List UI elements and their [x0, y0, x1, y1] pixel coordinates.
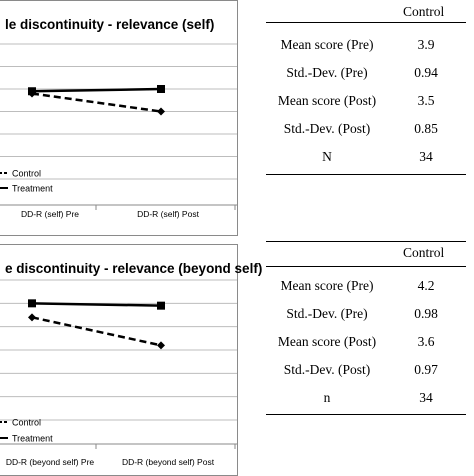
data-point-treatment: [157, 85, 165, 93]
table-row: Std.-Dev. (Post) 0.85: [268, 115, 466, 143]
table-header-rule: [266, 266, 466, 267]
x-tick-label: DD-R (beyond self) Post: [122, 457, 215, 467]
table-row: Mean score (Pre) 4.2: [268, 272, 466, 300]
legend-label: Control: [12, 169, 41, 179]
table-header: Control: [403, 4, 445, 19]
row-label: Mean score (Post): [277, 334, 377, 349]
line-chart-self: DD-R (self) Pre DD-R (self) Post Control Tr…: [0, 43, 237, 219]
series-line-control: [31, 316, 162, 347]
row-value: 3.6: [417, 334, 435, 349]
table-top-rule: [266, 22, 466, 23]
data-point-control: [157, 107, 165, 116]
row-label: Std.-Dev. (Post): [283, 362, 371, 377]
row-value: 3.9: [417, 37, 435, 52]
row-label: Mean score (Pre): [280, 37, 374, 52]
data-point-control: [157, 341, 165, 350]
series-line-control: [31, 92, 162, 113]
table-row: Mean score (Pre) 3.9: [268, 31, 466, 59]
row-value: 0.97: [414, 362, 438, 377]
table-row: Std.-Dev. (Pre) 0.94: [268, 59, 466, 87]
table-bottom-rule: [266, 174, 466, 175]
data-point-treatment: [28, 87, 36, 96]
stats-table-beyond-self: Mean score (Pre) 4.2 Std.-Dev. (Pre) 0.98 …: [268, 272, 466, 412]
row-label: Mean score (Post): [277, 93, 377, 108]
legend-label: Treatment: [12, 434, 53, 444]
chart-panel-self: le discontinuity - relevance (self) DD-R…: [0, 0, 238, 236]
table-row: Mean score (Post) 3.6: [268, 328, 466, 356]
row-label: Std.-Dev. (Pre): [286, 306, 368, 321]
row-value: 34: [419, 149, 433, 164]
row-value: 4.2: [417, 278, 435, 293]
chart-title: e discontinuity - relevance (beyond self…: [5, 261, 263, 276]
legend-label: Treatment: [12, 184, 53, 194]
data-point-treatment: [28, 299, 36, 308]
table-row: Std.-Dev. (Pre) 0.98: [268, 300, 466, 328]
row-label: N: [322, 149, 332, 164]
series-line-treatment: [31, 87, 162, 93]
row-value: 0.98: [414, 306, 438, 321]
chart-title: le discontinuity - relevance (self): [5, 17, 215, 32]
table-bottom-rule: [266, 414, 466, 415]
table-row: Mean score (Post) 3.5: [268, 87, 466, 115]
table-row: Std.-Dev. (Post) 0.97: [268, 356, 466, 384]
row-label: Std.-Dev. (Post): [283, 121, 371, 136]
table-row: N 34: [268, 143, 466, 171]
table-row: n 34: [268, 384, 466, 412]
row-label: n: [323, 390, 331, 405]
table-top-rule: [266, 241, 466, 242]
row-value: 3.5: [417, 93, 435, 108]
row-value: 0.85: [414, 121, 438, 136]
table-header: Control: [403, 245, 445, 260]
row-value: 34: [419, 390, 433, 405]
data-point-control: [28, 313, 36, 322]
row-label: Mean score (Pre): [280, 278, 374, 293]
series-line-treatment: [31, 302, 162, 307]
x-tick-label: DD-R (beyond self) Pre: [6, 457, 95, 467]
row-value: 0.94: [414, 65, 438, 80]
x-tick-label: DD-R (self) Post: [137, 209, 200, 219]
chart-panel-beyond-self: e discontinuity - relevance (beyond self…: [0, 244, 262, 476]
x-tick-label: DD-R (self) Pre: [21, 209, 79, 219]
line-chart-beyond-self: DD-R (beyond self) Pre DD-R (beyond self)…: [0, 279, 237, 467]
stats-table-self: Mean score (Pre) 3.9 Std.-Dev. (Pre) 0.94 …: [268, 31, 466, 171]
data-point-treatment: [157, 301, 165, 310]
row-label: Std.-Dev. (Pre): [286, 65, 368, 80]
legend-label: Control: [12, 418, 41, 428]
